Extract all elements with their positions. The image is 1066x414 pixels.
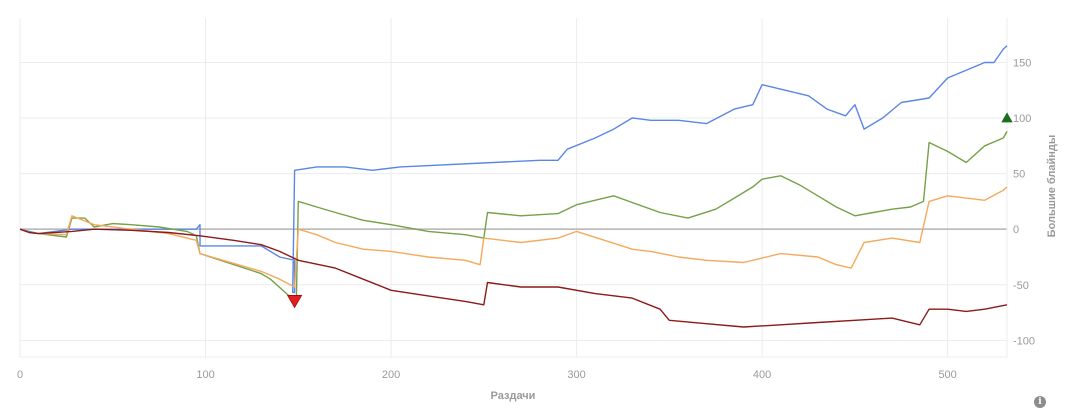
y-tick-label: 0	[1013, 224, 1019, 236]
x-tick-label: 0	[17, 369, 23, 381]
series-line-green	[19, 131, 1008, 299]
y-tick-label: -50	[1013, 280, 1029, 292]
y-tick-label: -100	[1013, 335, 1035, 347]
y-tick-label: 50	[1013, 169, 1025, 181]
series-line-orange	[19, 186, 1008, 288]
x-axis-title: Раздачи	[491, 390, 536, 402]
x-tick-label: 100	[196, 369, 214, 381]
x-tick-label: 500	[938, 369, 956, 381]
info-icon[interactable]: i	[1034, 396, 1046, 408]
x-tick-label: 200	[382, 369, 400, 381]
y-tick-label: 100	[1013, 113, 1031, 125]
markers	[286, 112, 1013, 309]
grid	[19, 18, 1008, 358]
end-marker-up	[1001, 112, 1013, 123]
x-tick-label: 400	[753, 369, 771, 381]
y-tick-label: 150	[1013, 57, 1031, 69]
y-axis-ticks: 150 100 50 0 -50 -100	[1013, 57, 1035, 347]
series-lines	[19, 45, 1008, 328]
marker-down	[286, 295, 303, 309]
series-line-blue	[19, 45, 1008, 294]
x-tick-label: 300	[567, 369, 585, 381]
y-axis-title: Большие блайнды	[1046, 135, 1058, 238]
series-line-red	[19, 228, 1008, 328]
x-axis-ticks: 0 100 200 300 400 500	[17, 369, 957, 381]
